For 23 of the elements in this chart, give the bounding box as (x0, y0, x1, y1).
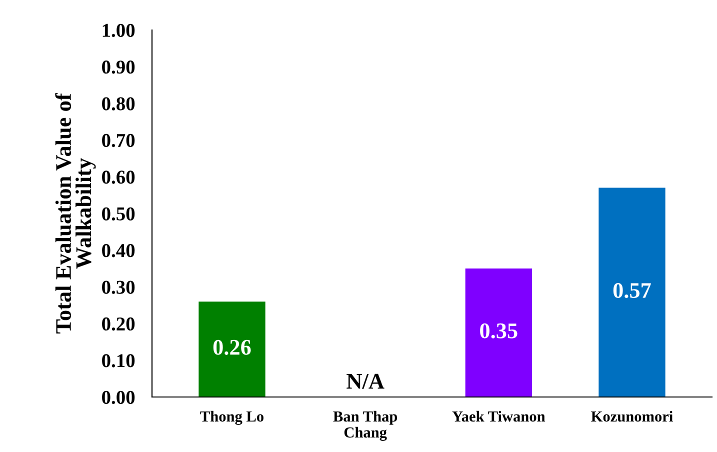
bar (598, 188, 666, 397)
bar (198, 302, 266, 397)
y-tick-label: 0.20 (102, 317, 135, 331)
y-tick-label: 0.00 (102, 390, 135, 404)
y-tick-label: 0.50 (102, 207, 135, 221)
y-tick-label: 0.10 (102, 354, 135, 368)
y-tick-label: 0.80 (102, 97, 135, 110)
y-tick-label: 0.60 (102, 170, 135, 184)
y-tick-label: 0.70 (102, 134, 135, 148)
y-tick-label: 0.40 (102, 244, 135, 258)
y-axis-title: Total Evaluation Value of Walkability (55, 92, 96, 334)
x-tick-label: Kozunomori (591, 410, 673, 422)
data-label: 0.57 (613, 282, 651, 298)
x-tick-label: Thong Lo (200, 410, 264, 425)
y-tick-label: 0.90 (102, 60, 135, 74)
x-tick-label: Ban Thap Chang (333, 410, 398, 441)
y-tick-label: 0.30 (102, 280, 135, 294)
data-label: 0.26 (213, 340, 251, 355)
y-tick-label: 1.00 (102, 24, 135, 38)
data-label: 0.35 (480, 323, 518, 338)
text: N/A (346, 374, 384, 389)
bar (465, 268, 532, 397)
x-tick-label: Yaek Tiwanon (452, 410, 546, 422)
